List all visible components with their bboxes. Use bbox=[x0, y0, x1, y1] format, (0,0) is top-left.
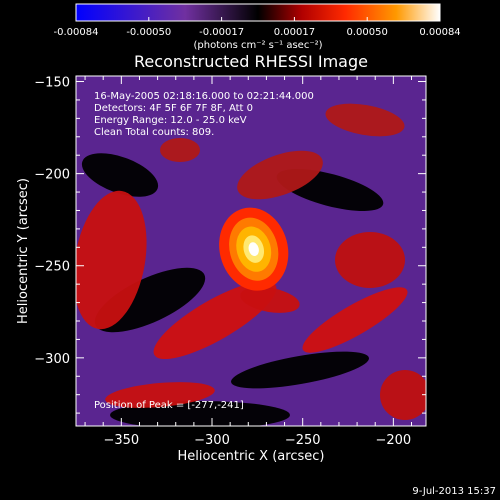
peak-emission bbox=[248, 242, 259, 257]
x-axis: −350 −300 −250 −200 bbox=[84, 76, 412, 448]
colorbar-tick-label: -0.00017 bbox=[199, 27, 244, 38]
y-axis: −300 −250 −200 −150 bbox=[34, 76, 426, 414]
heatmap-image bbox=[76, 76, 426, 426]
annotation-line: Clean Total counts: 809. bbox=[94, 127, 214, 138]
y-axis-label: Heliocentric Y (arcsec) bbox=[16, 178, 31, 324]
date-stamp: 9-Jul-2013 15:37 bbox=[412, 486, 496, 497]
colorbar-tick-label: 0.00017 bbox=[274, 27, 315, 38]
colorbar-ticks: -0.00084 -0.00050 -0.00017 0.00017 0.00050 0.… bbox=[54, 17, 461, 38]
colorbar-tick-label: -0.00084 bbox=[54, 27, 99, 38]
y-tick-label: −300 bbox=[34, 352, 70, 367]
x-axis-label: Heliocentric X (arcsec) bbox=[178, 449, 325, 464]
observation-annotations: 16-May-2005 02:18:16.000 to 02:21:44.000… bbox=[94, 91, 314, 138]
annotation-line: Energy Range: 12.0 - 25.0 keV bbox=[94, 115, 247, 126]
x-tick-label: −350 bbox=[103, 433, 139, 448]
annotation-line: 16-May-2005 02:18:16.000 to 02:21:44.000 bbox=[94, 91, 314, 102]
x-tick-label: −200 bbox=[375, 433, 411, 448]
colorbar-tick-label: -0.00050 bbox=[126, 27, 171, 38]
colorbar-tick-label: 0.00084 bbox=[419, 27, 460, 38]
colorbar bbox=[75, 3, 441, 22]
chart-title: Reconstructed RHESSI Image bbox=[134, 52, 368, 71]
colorbar-tick-label: 0.00050 bbox=[347, 27, 388, 38]
peak-position-label: Position of Peak = [-277,-241] bbox=[94, 400, 244, 411]
x-tick-label: −250 bbox=[285, 433, 321, 448]
y-tick-label: −150 bbox=[34, 76, 70, 91]
plot-frame bbox=[75, 75, 427, 427]
x-tick-label: −300 bbox=[194, 433, 230, 448]
annotation-line: Detectors: 4F 5F 6F 7F 8F, Att 0 bbox=[94, 103, 253, 114]
y-tick-label: −250 bbox=[34, 260, 70, 275]
y-tick-label: −200 bbox=[34, 168, 70, 183]
colorbar-units-label: (photons cm⁻² s⁻¹ asec⁻²) bbox=[193, 40, 322, 51]
